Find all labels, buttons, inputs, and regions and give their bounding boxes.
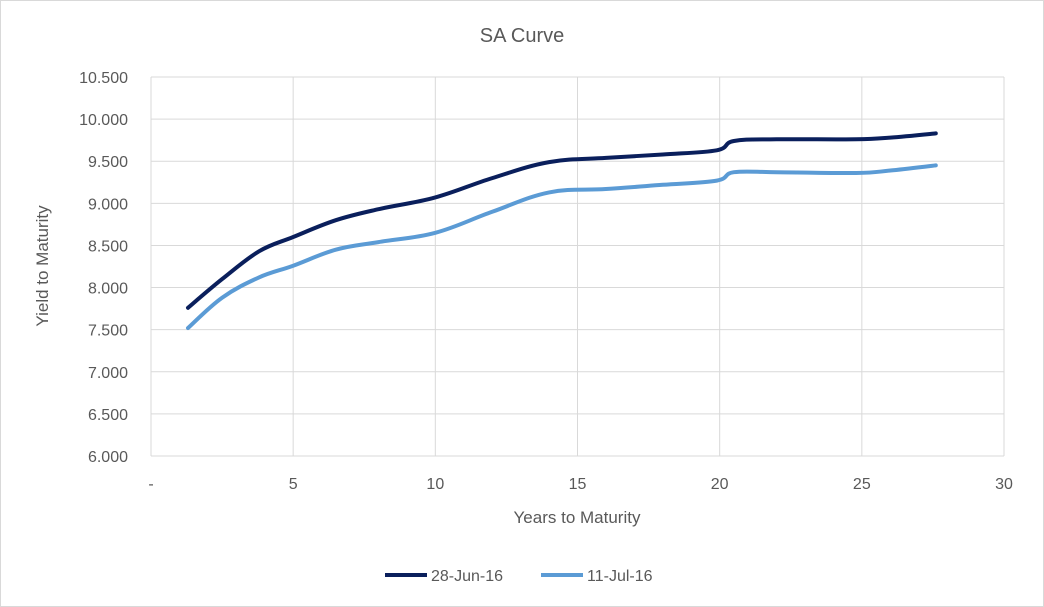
y-tick-label: 9.500 — [88, 154, 128, 171]
y-axis-label: Yield to Maturity — [33, 205, 52, 327]
y-tick-label: 6.000 — [88, 449, 128, 466]
y-tick-label: 10.500 — [79, 70, 128, 87]
y-tick-label: 10.000 — [79, 112, 128, 129]
chart-title: SA Curve — [480, 25, 564, 47]
legend-label-11-jul-16: 11-Jul-16 — [587, 568, 653, 585]
x-tick-label: 30 — [995, 476, 1013, 493]
x-tick-label: 15 — [569, 476, 587, 493]
y-axis-ticks: 6.000 6.500 7.000 7.500 8.000 8.500 9.000 9.500… — [79, 70, 128, 466]
x-tick-label: 25 — [853, 476, 871, 493]
x-axis-ticks: - 5 10 15 20 25 30 — [148, 476, 1013, 493]
y-tick-label: 7.000 — [88, 365, 128, 382]
y-tick-label: 8.500 — [88, 238, 128, 255]
series-lines — [186, 131, 938, 330]
x-tick-label: - — [148, 476, 153, 493]
y-tick-label: 7.500 — [88, 323, 128, 340]
x-tick-label: 10 — [426, 476, 444, 493]
gridlines — [150, 76, 1005, 457]
legend: 28-Jun-16 11-Jul-16 — [385, 568, 653, 585]
x-tick-label: 20 — [711, 476, 729, 493]
series-line-28-jun-16 — [186, 131, 938, 310]
y-tick-label: 9.000 — [88, 196, 128, 213]
legend-label-28-jun-16: 28-Jun-16 — [431, 568, 503, 585]
x-axis-label: Years to Maturity — [514, 508, 641, 527]
y-tick-label: 6.500 — [88, 407, 128, 424]
y-tick-label: 8.000 — [88, 281, 128, 298]
series-line-11-jul-16 — [186, 163, 938, 330]
x-tick-label: 5 — [289, 476, 298, 493]
